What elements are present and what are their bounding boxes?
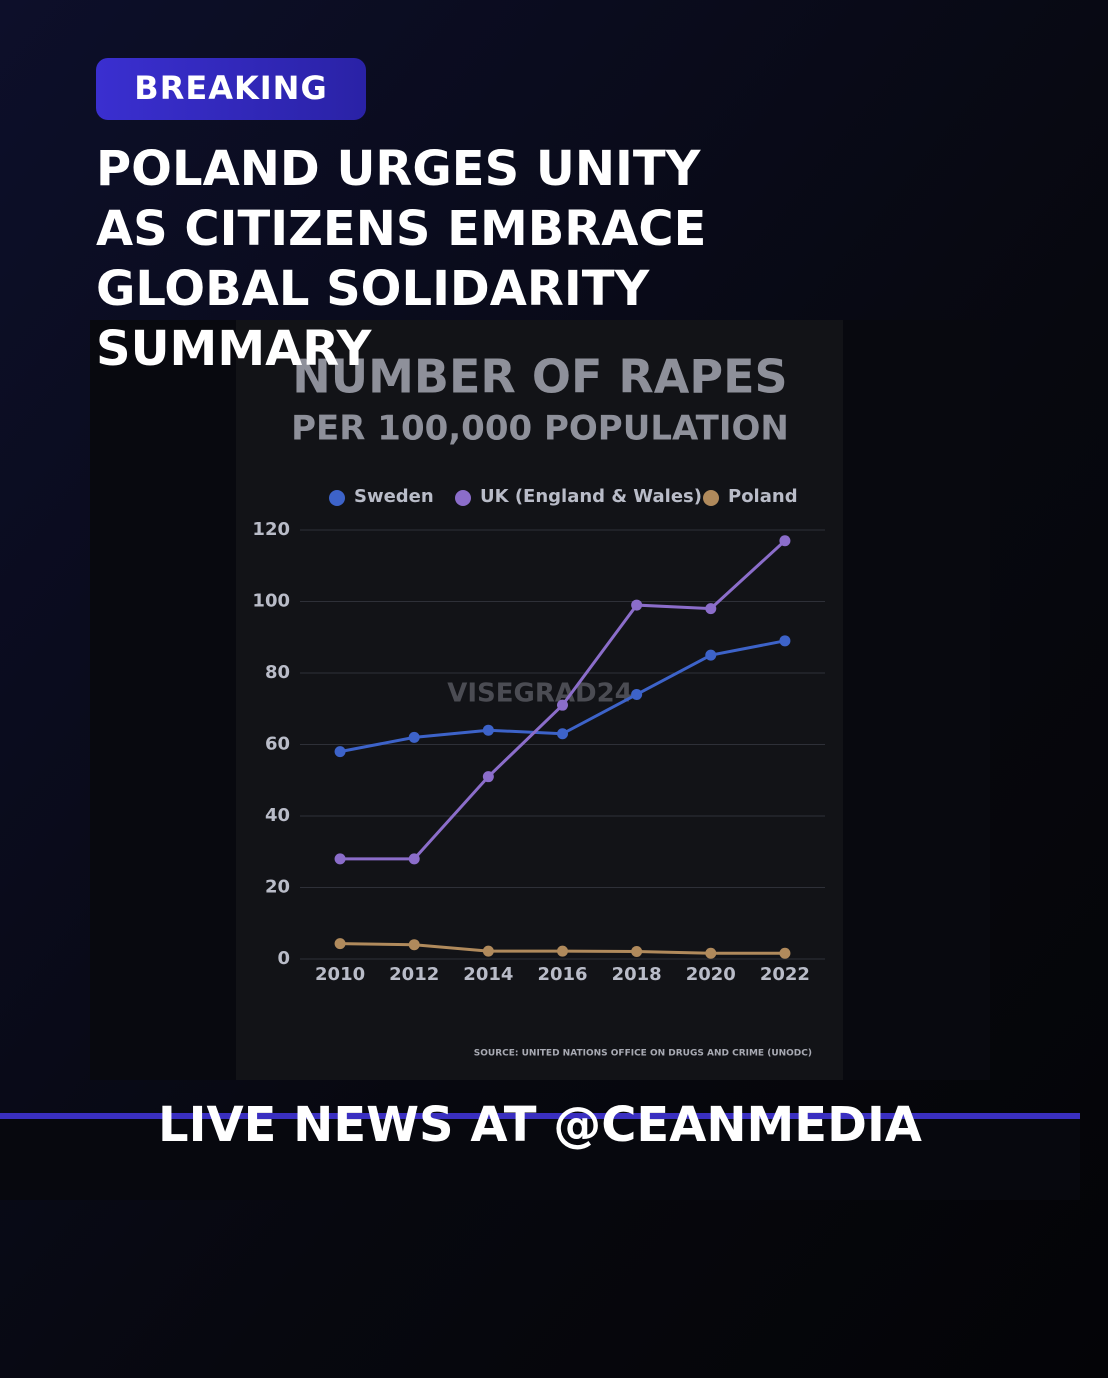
x-tick-label: 2016	[537, 964, 587, 985]
x-tick-label: 2012	[389, 964, 439, 985]
legend-swatch	[329, 490, 345, 506]
data-point	[631, 688, 643, 700]
chart-title: NUMBER OF RAPES	[292, 350, 787, 404]
chart-source: SOURCE: UNITED NATIONS OFFICE ON DRUGS A…	[474, 1049, 812, 1059]
data-point	[705, 649, 717, 661]
legend-label: Sweden	[354, 486, 434, 507]
data-point	[408, 939, 420, 951]
legend-label: UK (England & Wales)	[480, 486, 702, 507]
headline-line: AS CITIZENS EMBRACE	[96, 201, 706, 257]
y-tick-label: 20	[265, 877, 290, 898]
y-tick-label: 100	[252, 591, 290, 612]
x-tick-label: 2018	[612, 964, 662, 985]
data-point	[334, 853, 346, 865]
data-point	[705, 947, 717, 959]
x-tick-label: 2010	[315, 964, 365, 985]
data-point	[334, 938, 346, 950]
y-tick-label: 80	[265, 662, 290, 683]
y-tick-label: 0	[277, 948, 290, 969]
data-point	[408, 853, 420, 865]
y-tick-label: 40	[265, 805, 290, 826]
x-tick-label: 2022	[760, 964, 810, 985]
data-point	[334, 746, 346, 758]
data-point	[779, 947, 791, 959]
headline-line: SUMMARY	[96, 321, 373, 377]
y-tick-label: 60	[265, 734, 290, 755]
data-point	[631, 945, 643, 957]
plot: 0 20 40 60 80 100 120 2010 2012 2014 2016 2018 2020 2…	[252, 486, 825, 985]
data-point	[482, 945, 494, 957]
chart-subtitle: PER 100,000 POPULATION	[291, 409, 789, 449]
data-point	[482, 724, 494, 736]
data-point	[408, 731, 420, 743]
legend-swatch	[455, 490, 471, 506]
footer-line	[0, 1113, 1080, 1119]
footer-text: LIVE NEWS AT @CEANMEDIA	[158, 1097, 922, 1153]
data-point	[557, 699, 568, 711]
data-point	[631, 599, 643, 611]
legend-label: Poland	[728, 486, 798, 507]
legend-swatch	[703, 490, 719, 506]
headline-line: POLAND URGES UNITY	[96, 141, 702, 197]
badge	[96, 58, 366, 120]
watermark: VISEGRAD24	[447, 679, 633, 709]
y-tick-label: 120	[252, 519, 290, 540]
badge-text: BREAKING	[134, 69, 327, 107]
data-point	[779, 535, 791, 547]
x-tick-label: 2020	[686, 964, 736, 985]
footer-band	[0, 1113, 1080, 1200]
data-point	[557, 728, 568, 740]
headline-line: GLOBAL SOLIDARITY	[96, 261, 650, 317]
data-point	[482, 771, 494, 783]
data-point	[779, 635, 791, 647]
data-point	[705, 603, 717, 615]
data-point	[557, 945, 568, 957]
x-tick-label: 2014	[463, 964, 513, 985]
